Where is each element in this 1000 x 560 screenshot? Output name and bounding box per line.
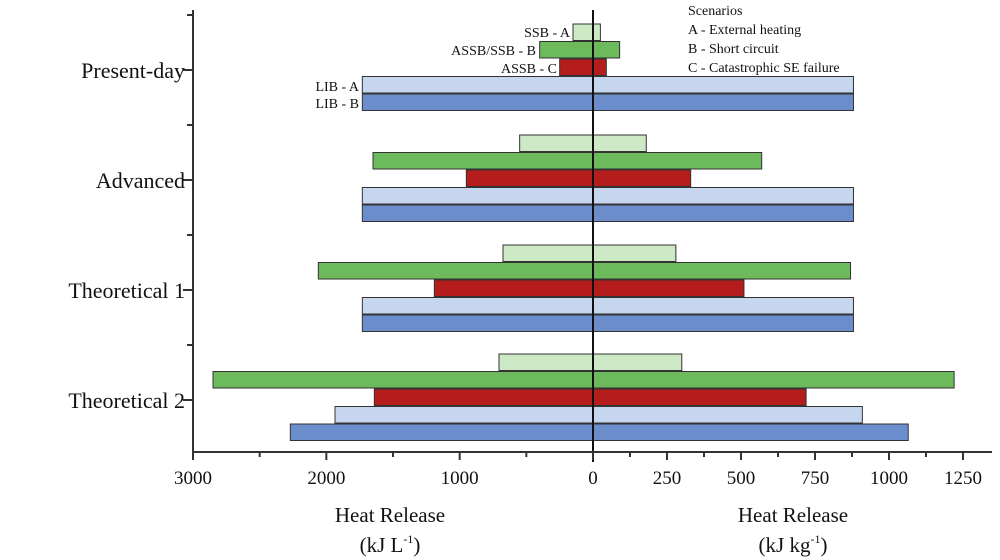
- bar-right-ssb_c: [592, 279, 745, 297]
- bar-left-ssb_b: [372, 152, 594, 170]
- right-axis-title-line2: (kJ kg-1): [759, 532, 828, 557]
- bar-right-ssb_c: [592, 58, 607, 76]
- bar-right-ssb_c: [592, 388, 807, 406]
- x-tick-label: 1000: [441, 468, 479, 489]
- bar-left-ssb_a: [502, 244, 594, 262]
- bar-right-ssb_a: [592, 134, 647, 152]
- bar-label: LIB - A: [315, 80, 359, 95]
- right-axis-title-line1: Heat Release: [738, 503, 848, 527]
- bar-right-ssb_a: [592, 353, 683, 371]
- bar-left-lib_b: [289, 423, 594, 441]
- bar-right-lib_b: [592, 204, 854, 222]
- x-tick-label: 0: [588, 468, 598, 489]
- left-axis-title-line2: (kJ L-1): [360, 532, 421, 557]
- bar-left-ssb_a: [498, 353, 594, 371]
- bar-left-lib_b: [361, 314, 594, 332]
- bar-right-lib_a: [592, 297, 854, 315]
- bar-right-ssb_b: [592, 41, 621, 59]
- bar-label: ASSB - C: [501, 62, 557, 77]
- bar-label: LIB - B: [315, 97, 359, 112]
- bar-left-ssb_c: [433, 279, 594, 297]
- category-label: Theoretical 1: [68, 278, 185, 303]
- bar-right-lib_a: [592, 187, 854, 205]
- bar-right-ssb_a: [592, 244, 677, 262]
- bar-left-ssb_c: [373, 388, 594, 406]
- bar-left-ssb_c: [559, 58, 594, 76]
- x-tick-label: 2000: [307, 468, 345, 489]
- legend-item: A - External heating: [688, 23, 801, 38]
- left-axis-title-line1: Heat Release: [335, 503, 445, 527]
- bar-right-ssb_b: [592, 262, 852, 280]
- bar-left-lib_a: [361, 297, 594, 315]
- bar-left-lib_b: [361, 204, 594, 222]
- bar-label: ASSB/SSB - B: [451, 44, 536, 59]
- bar-right-lib_b: [592, 423, 909, 441]
- bar-label: SSB - A: [524, 26, 571, 41]
- bar-left-lib_a: [361, 187, 594, 205]
- bar-right-ssb_b: [592, 152, 763, 170]
- category-label: Advanced: [96, 168, 185, 193]
- category-labels: Present-day Advanced Theoretical 1 Theor…: [68, 58, 185, 413]
- bar-left-ssb_a: [519, 134, 594, 152]
- bar-left-ssb_b: [212, 371, 594, 389]
- left-axis-title: Heat Release (kJ L-1): [335, 503, 445, 557]
- bar-right-ssb_b: [592, 371, 955, 389]
- bar-left-ssb_b: [317, 262, 594, 280]
- legend: Scenarios A - External heating B - Short…: [688, 4, 840, 76]
- bar-left-ssb_c: [465, 169, 594, 187]
- bar-right-ssb_c: [592, 169, 692, 187]
- x-tick-label: 1000: [870, 468, 908, 489]
- bar-left-lib_a: [334, 406, 594, 424]
- bar-labels: SSB - A ASSB/SSB - B ASSB - C LIB - A LI…: [315, 26, 570, 112]
- bar-right-lib_b: [592, 93, 854, 111]
- bars: [212, 23, 955, 441]
- bar-right-lib_a: [592, 76, 854, 94]
- bar-left-ssb_a: [572, 23, 594, 41]
- legend-title: Scenarios: [688, 4, 742, 19]
- category-label: Theoretical 2: [68, 388, 185, 413]
- bar-left-ssb_b: [539, 41, 594, 59]
- bar-left-lib_b: [361, 93, 594, 111]
- bar-right-lib_b: [592, 314, 854, 332]
- bar-right-lib_a: [592, 406, 863, 424]
- legend-item: B - Short circuit: [688, 42, 779, 57]
- bar-left-lib_a: [361, 76, 594, 94]
- x-tick-label: 3000: [174, 468, 212, 489]
- category-label: Present-day: [81, 58, 185, 83]
- ticks: 3000 2000 1000 0 250 500 750 1000 1250: [174, 14, 982, 489]
- x-tick-label: 1250: [944, 468, 982, 489]
- x-tick-label: 500: [727, 468, 756, 489]
- x-tick-label: 250: [653, 468, 682, 489]
- bar-right-ssb_a: [592, 23, 601, 41]
- legend-item: C - Catastrophic SE failure: [688, 61, 840, 76]
- right-axis-title: Heat Release (kJ kg-1): [738, 503, 848, 557]
- x-tick-label: 750: [801, 468, 830, 489]
